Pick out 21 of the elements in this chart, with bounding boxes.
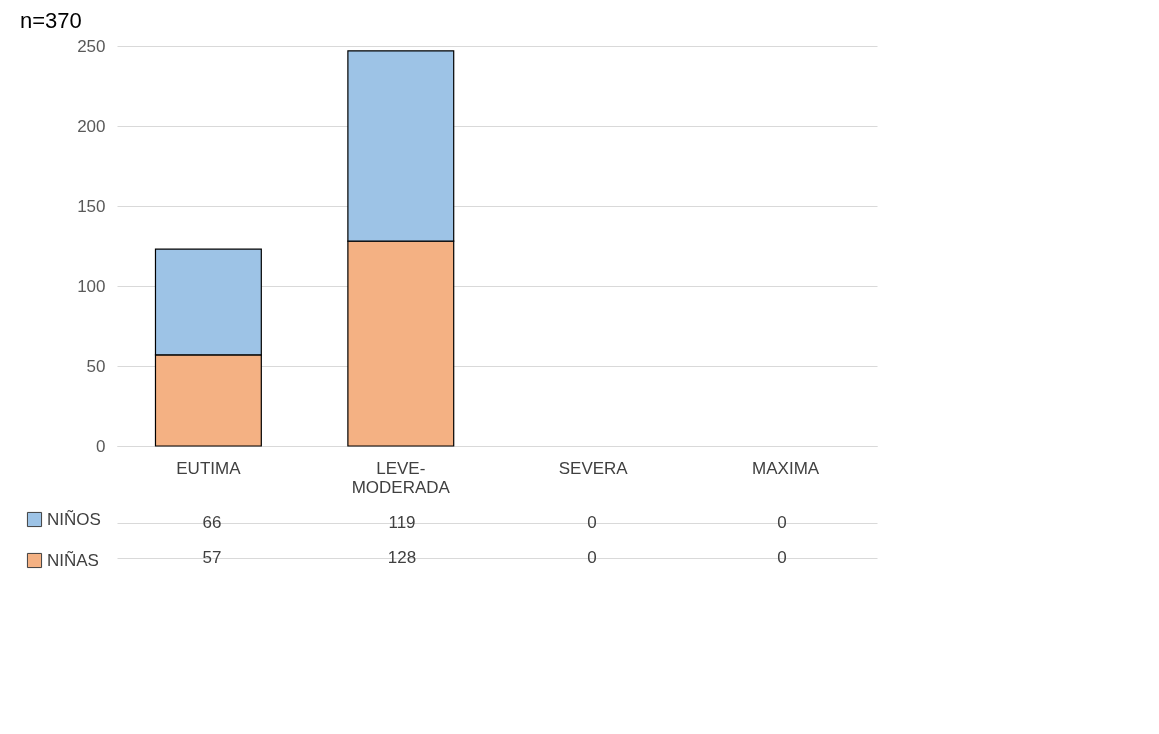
- y-tick-label: 100: [77, 276, 106, 296]
- x-tick-label: MAXIMA: [752, 458, 820, 478]
- legend-label: NIÑOS: [47, 509, 101, 529]
- data-label: 0: [777, 512, 787, 532]
- x-tick-label: EUTIMA: [176, 458, 242, 478]
- data-label: 57: [202, 547, 222, 567]
- y-tick-label: 50: [86, 356, 106, 376]
- x-tick-label: SEVERA: [558, 458, 629, 478]
- y-tick-label: 0: [96, 436, 106, 456]
- y-tick-label: 150: [77, 196, 106, 216]
- x-tick-label: LEVE-MODERADA: [351, 458, 451, 497]
- text: n=370: [20, 8, 82, 33]
- y-tick-label: 200: [77, 116, 106, 136]
- data-label: 0: [587, 512, 597, 532]
- y-tick-label: 250: [77, 36, 106, 56]
- data-label: 66: [202, 512, 222, 532]
- data-label: 128: [387, 547, 417, 567]
- legend-label: NIÑAS: [47, 550, 99, 570]
- data-label: 0: [777, 547, 787, 567]
- data-label: 119: [388, 512, 416, 532]
- data-label: 0: [587, 547, 597, 567]
